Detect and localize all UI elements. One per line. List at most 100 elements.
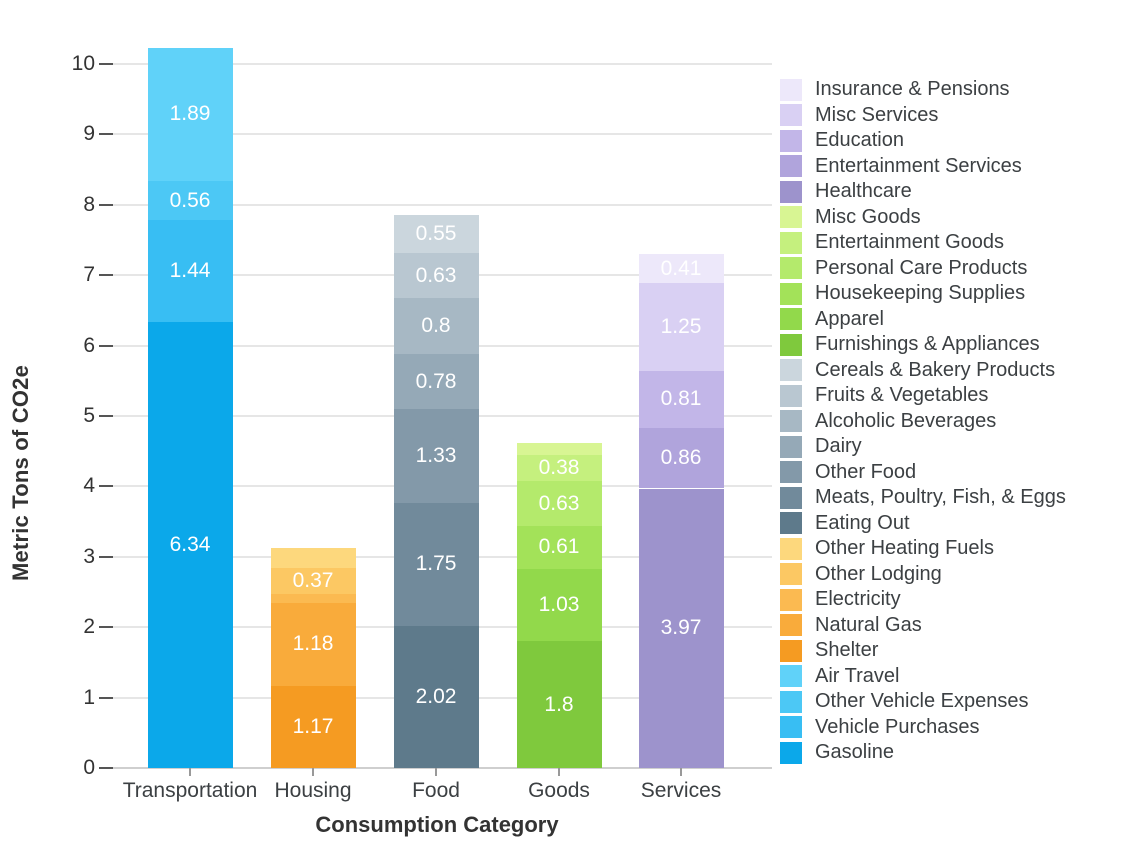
y-tick-label: 5 bbox=[83, 404, 95, 427]
bar-segment[interactable] bbox=[147, 47, 233, 181]
bar-segment[interactable] bbox=[147, 220, 233, 322]
bar-segment[interactable] bbox=[270, 547, 356, 569]
y-tick-label: 4 bbox=[83, 474, 95, 498]
legend-swatch bbox=[780, 486, 802, 509]
y-tick-label: 9 bbox=[83, 122, 95, 146]
legend-swatch bbox=[780, 741, 802, 764]
legend-item[interactable]: Eating Out bbox=[780, 511, 1066, 537]
legend-swatch bbox=[780, 333, 802, 356]
bar-segment[interactable] bbox=[393, 502, 479, 626]
legend-label: Other Heating Fuels bbox=[815, 537, 994, 560]
gridline bbox=[110, 203, 772, 206]
bar-segment[interactable] bbox=[516, 525, 602, 569]
legend-label: Other Lodging bbox=[815, 562, 942, 585]
bar-segment[interactable] bbox=[393, 625, 479, 768]
legend-item[interactable]: Dairy bbox=[780, 434, 1066, 460]
legend-label: Entertainment Services bbox=[815, 154, 1022, 177]
legend-label: Shelter bbox=[815, 639, 879, 662]
bar-segment[interactable] bbox=[393, 354, 479, 409]
legend-item[interactable]: Other Lodging bbox=[780, 562, 1066, 588]
x-axis-tick bbox=[312, 768, 314, 776]
x-category-label: Food bbox=[412, 779, 460, 802]
legend-label: Alcoholic Beverages bbox=[815, 409, 997, 432]
legend-swatch bbox=[780, 78, 802, 101]
legend-item[interactable]: Other Food bbox=[780, 460, 1066, 486]
y-tick-label: 3 bbox=[83, 544, 95, 568]
x-category-label: Goods bbox=[528, 779, 590, 802]
bar-segment[interactable] bbox=[393, 408, 479, 503]
bar-segment[interactable] bbox=[393, 297, 479, 355]
legend-swatch bbox=[780, 435, 802, 458]
legend-item[interactable]: Entertainment Services bbox=[780, 154, 1066, 180]
legend-item[interactable]: Meats, Poultry, Fish, & Eggs bbox=[780, 485, 1066, 511]
bar-segment[interactable] bbox=[270, 594, 356, 603]
legend-item[interactable]: Fruits & Vegetables bbox=[780, 383, 1066, 409]
legend-label: Air Travel bbox=[815, 664, 900, 687]
legend-label: Other Vehicle Expenses bbox=[815, 690, 1029, 713]
legend-label: Furnishings & Appliances bbox=[815, 333, 1040, 356]
bar-segment[interactable] bbox=[270, 602, 356, 686]
bar-segment[interactable] bbox=[638, 488, 724, 768]
legend-item[interactable]: Misc Goods bbox=[780, 205, 1066, 231]
legend-item[interactable]: Alcoholic Beverages bbox=[780, 409, 1066, 435]
legend-item[interactable]: Cereals & Bakery Products bbox=[780, 358, 1066, 384]
legend-label: Fruits & Vegetables bbox=[815, 384, 989, 407]
legend-item[interactable]: Other Heating Fuels bbox=[780, 536, 1066, 562]
legend-label: Electricity bbox=[815, 588, 901, 611]
legend-swatch bbox=[780, 512, 802, 535]
legend-item[interactable]: Electricity bbox=[780, 587, 1066, 613]
legend-label: Cereals & Bakery Products bbox=[815, 358, 1056, 381]
legend-swatch bbox=[780, 614, 802, 637]
legend-label: Housekeeping Supplies bbox=[815, 282, 1026, 305]
legend-item[interactable]: Shelter bbox=[780, 638, 1066, 664]
legend-item[interactable]: Apparel bbox=[780, 307, 1066, 333]
y-axis-tick bbox=[99, 415, 113, 417]
legend-swatch bbox=[780, 104, 802, 127]
bar-segment[interactable] bbox=[393, 214, 479, 254]
bar-segment[interactable] bbox=[638, 427, 724, 489]
bar-segment[interactable] bbox=[638, 370, 724, 428]
bar-segment[interactable] bbox=[516, 568, 602, 642]
bar-segment[interactable] bbox=[638, 282, 724, 371]
bar-segment[interactable] bbox=[270, 685, 356, 768]
legend-item[interactable]: Entertainment Goods bbox=[780, 230, 1066, 256]
y-tick-label: 1 bbox=[83, 685, 95, 709]
bar-segment[interactable] bbox=[516, 481, 602, 526]
legend-label: Meats, Poultry, Fish, & Eggs bbox=[815, 486, 1066, 509]
legend-item[interactable]: Housekeeping Supplies bbox=[780, 281, 1066, 307]
bar-segment[interactable] bbox=[638, 254, 724, 283]
y-axis-tick bbox=[99, 555, 113, 558]
y-axis-tick bbox=[99, 133, 113, 136]
bar-segment[interactable] bbox=[516, 454, 602, 482]
legend-item[interactable]: Healthcare bbox=[780, 179, 1066, 205]
bar-segment[interactable] bbox=[393, 253, 479, 298]
x-category-label: Services bbox=[640, 779, 722, 802]
legend-swatch bbox=[780, 665, 802, 688]
legend-swatch bbox=[780, 129, 802, 152]
bar-segment[interactable] bbox=[147, 321, 233, 768]
legend-item[interactable]: Furnishings & Appliances bbox=[780, 332, 1066, 358]
legend-item[interactable]: Misc Services bbox=[780, 103, 1066, 129]
x-axis-tick bbox=[189, 768, 191, 776]
legend-label: Vehicle Purchases bbox=[815, 715, 980, 738]
legend-label: Dairy bbox=[815, 435, 862, 458]
y-axis-tick bbox=[99, 274, 113, 277]
bar-segment[interactable] bbox=[147, 180, 233, 221]
bar-segment[interactable] bbox=[270, 568, 356, 595]
legend-item[interactable]: Gasoline bbox=[780, 740, 1066, 766]
legend-item[interactable]: Personal Care Products bbox=[780, 256, 1066, 282]
bar-segment[interactable] bbox=[516, 442, 602, 455]
legend-label: Natural Gas bbox=[815, 613, 922, 636]
x-axis-tick bbox=[435, 768, 437, 776]
legend-item[interactable]: Insurance & Pensions bbox=[780, 77, 1066, 103]
legend-item[interactable]: Other Vehicle Expenses bbox=[780, 689, 1066, 715]
bar-segment[interactable] bbox=[516, 641, 602, 768]
legend-item[interactable]: Air Travel bbox=[780, 664, 1066, 690]
legend-swatch bbox=[780, 155, 802, 178]
legend-item[interactable]: Natural Gas bbox=[780, 613, 1066, 639]
legend-swatch bbox=[780, 588, 802, 611]
legend-swatch bbox=[780, 690, 802, 713]
legend-item[interactable]: Education bbox=[780, 128, 1066, 154]
x-category-label: Transportation bbox=[122, 779, 258, 802]
legend-item[interactable]: Vehicle Purchases bbox=[780, 715, 1066, 741]
